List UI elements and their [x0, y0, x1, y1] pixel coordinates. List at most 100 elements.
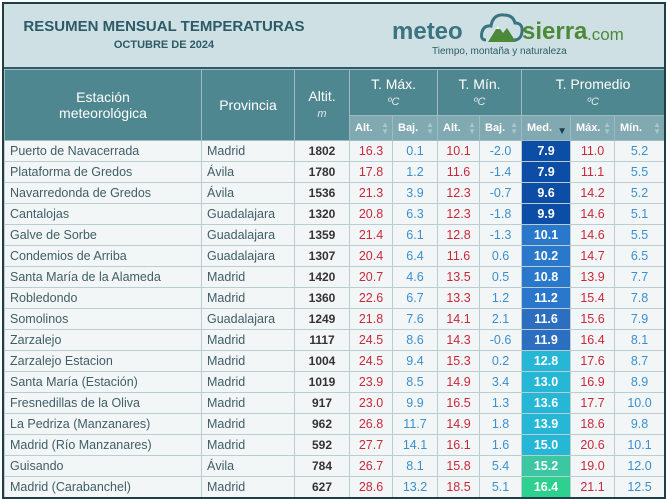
tmin-high-cell: 10.1 [437, 140, 480, 162]
tavg-max-cell: 11.1 [570, 161, 616, 183]
tmin-low-cell: -1.3 [478, 224, 523, 246]
sort-descending-arrow-icon: ▼ [557, 126, 568, 137]
province-cell: Madrid [201, 371, 295, 393]
tavg-min-cell: 5.2 [614, 140, 664, 162]
tavg-med-cell: 12.8 [521, 350, 572, 372]
tavg-min-cell: 12.0 [614, 455, 664, 477]
table-row: Madrid (Carabanchel) Madrid 627 28.6 13.2 18.… [4, 476, 664, 497]
altitude-label: Altit. [308, 88, 336, 104]
sort-header-tmin-high[interactable]: Alt. ▲ ▼ [437, 115, 480, 141]
tmin-low-cell: -1.4 [478, 161, 523, 183]
sort-arrows-icon: ▲ ▼ [653, 120, 662, 136]
station-name-cell: Zarzalejo Estacion [4, 350, 202, 372]
station-name-cell: Madrid (Río Manzanares) [4, 434, 202, 456]
tmax-low-cell: 8.1 [392, 455, 438, 477]
tmax-low-cell: 1.2 [392, 161, 438, 183]
tavg-med-cell: 16.4 [521, 476, 572, 497]
tavg-min-cell: 8.1 [614, 329, 664, 351]
tavg-med-cell: 11.6 [521, 308, 572, 330]
tavg-med-cell: 15.0 [521, 434, 572, 456]
tmax-low-cell: 8.6 [392, 329, 438, 351]
tmin-high-cell: 12.8 [437, 224, 480, 246]
altitude-cell: 1249 [294, 308, 350, 330]
tmax-low-cell: 6.1 [392, 224, 438, 246]
tavg-med-cell: 15.2 [521, 455, 572, 477]
province-cell: Ávila [201, 455, 295, 477]
tmin-high-cell: 14.9 [437, 413, 480, 435]
tmin-low-cell: -1.8 [478, 203, 523, 225]
station-name-cell: Puerto de Navacerrada [4, 140, 202, 162]
province-cell: Madrid [201, 329, 295, 351]
tmax-high-cell: 20.7 [349, 266, 393, 288]
table-row: Navarredonda de Gredos Ávila 1536 21.3 3.9 12… [4, 182, 664, 204]
tavg-max-cell: 13.9 [570, 266, 616, 288]
tmin-low-cell: 1.3 [478, 392, 523, 414]
logo-text-sierra: sierra [522, 18, 588, 45]
tmin-high-cell: 11.6 [437, 245, 480, 267]
altitude-unit: m [317, 108, 327, 120]
tmin-high-cell: 14.1 [437, 308, 480, 330]
sort-header-label: Med. [527, 122, 553, 134]
sort-arrows-icon: ▲ ▼ [426, 120, 434, 136]
tmin-label: T. Mín. [458, 75, 501, 92]
tmax-low-cell: 4.6 [392, 266, 438, 288]
tmax-low-cell: 11.7 [392, 413, 438, 435]
cloud-mountain-icon [480, 13, 524, 42]
tmin-high-cell: 11.6 [437, 161, 480, 183]
station-name-cell: Plataforma de Gredos [4, 161, 202, 183]
header-province: Provincia [201, 69, 295, 141]
province-cell: Madrid [201, 287, 295, 309]
tmax-high-cell: 23.0 [349, 392, 393, 414]
station-name-cell: Cantalojas [4, 203, 202, 225]
header-tmin: T. Mín. ºC [436, 69, 523, 116]
sort-header-tavg-med[interactable]: Med. ▼ [521, 115, 572, 141]
altitude-cell: 1117 [294, 329, 350, 351]
tmax-low-cell: 14.1 [392, 434, 438, 456]
sort-header-tavg-min[interactable]: Mín. ▲ ▼ [614, 115, 664, 141]
sort-header-label: Alt. [355, 122, 373, 134]
station-name-cell: Santa María de la Alameda [4, 266, 202, 288]
tavg-min-cell: 7.8 [614, 287, 664, 309]
tavg-min-cell: 6.5 [614, 245, 664, 267]
province-cell: Ávila [201, 182, 295, 204]
tmax-high-cell: 26.8 [349, 413, 393, 435]
province-cell: Ávila [201, 161, 295, 183]
station-name-cell: Fresnedillas de la Oliva [4, 392, 202, 414]
sort-header-tavg-max[interactable]: Máx. ▲ ▼ [570, 115, 616, 141]
logo-tagline: Tiempo, montaña y naturaleza [432, 46, 567, 57]
altitude-cell: 1019 [294, 371, 350, 393]
tavg-med-cell: 7.9 [521, 140, 572, 162]
sort-header-tmax-high[interactable]: Alt. ▲ ▼ [349, 115, 393, 141]
sort-header-label: Alt. [443, 122, 461, 134]
tavg-min-cell: 12.5 [614, 476, 664, 497]
tavg-med-cell: 7.9 [521, 161, 572, 183]
tavg-max-cell: 15.6 [570, 308, 616, 330]
tmin-low-cell: 0.2 [478, 350, 523, 372]
tavg-min-cell: 5.5 [614, 161, 664, 183]
altitude-cell: 1420 [294, 266, 350, 288]
tavg-max-cell: 18.6 [570, 413, 616, 435]
sort-header-tmax-low[interactable]: Baj. ▲ ▼ [392, 115, 438, 141]
temperature-table: Estación meteorológica Provincia Altit. m… [4, 69, 664, 497]
province-cell: Madrid [201, 392, 295, 414]
sort-header-label: Mín. [620, 122, 643, 134]
tmin-high-cell: 16.5 [437, 392, 480, 414]
tmax-low-cell: 13.2 [392, 476, 438, 497]
sort-header-label: Máx. [576, 122, 601, 134]
table-row: Galve de Sorbe Guadalajara 1359 21.4 6.1 12.8… [4, 224, 664, 246]
header-tmax: T. Máx. ºC [349, 69, 438, 116]
tmin-low-cell: 5.1 [478, 476, 523, 497]
tavg-med-cell: 10.8 [521, 266, 572, 288]
sort-header-label: Baj. [398, 122, 419, 134]
tmax-high-cell: 22.6 [349, 287, 393, 309]
tmin-low-cell: 0.5 [478, 266, 523, 288]
sort-header-tmin-low[interactable]: Baj. ▲ ▼ [478, 115, 523, 141]
tavg-max-cell: 17.7 [570, 392, 616, 414]
logo-text-com: .com [587, 25, 624, 44]
tavg-med-cell: 11.9 [521, 329, 572, 351]
station-name-cell: Condemios de Arriba [4, 245, 202, 267]
tavg-med-cell: 10.1 [521, 224, 572, 246]
tavg-max-cell: 20.6 [570, 434, 616, 456]
table-row: Santa María de la Alameda Madrid 1420 20.7 4… [4, 266, 664, 288]
